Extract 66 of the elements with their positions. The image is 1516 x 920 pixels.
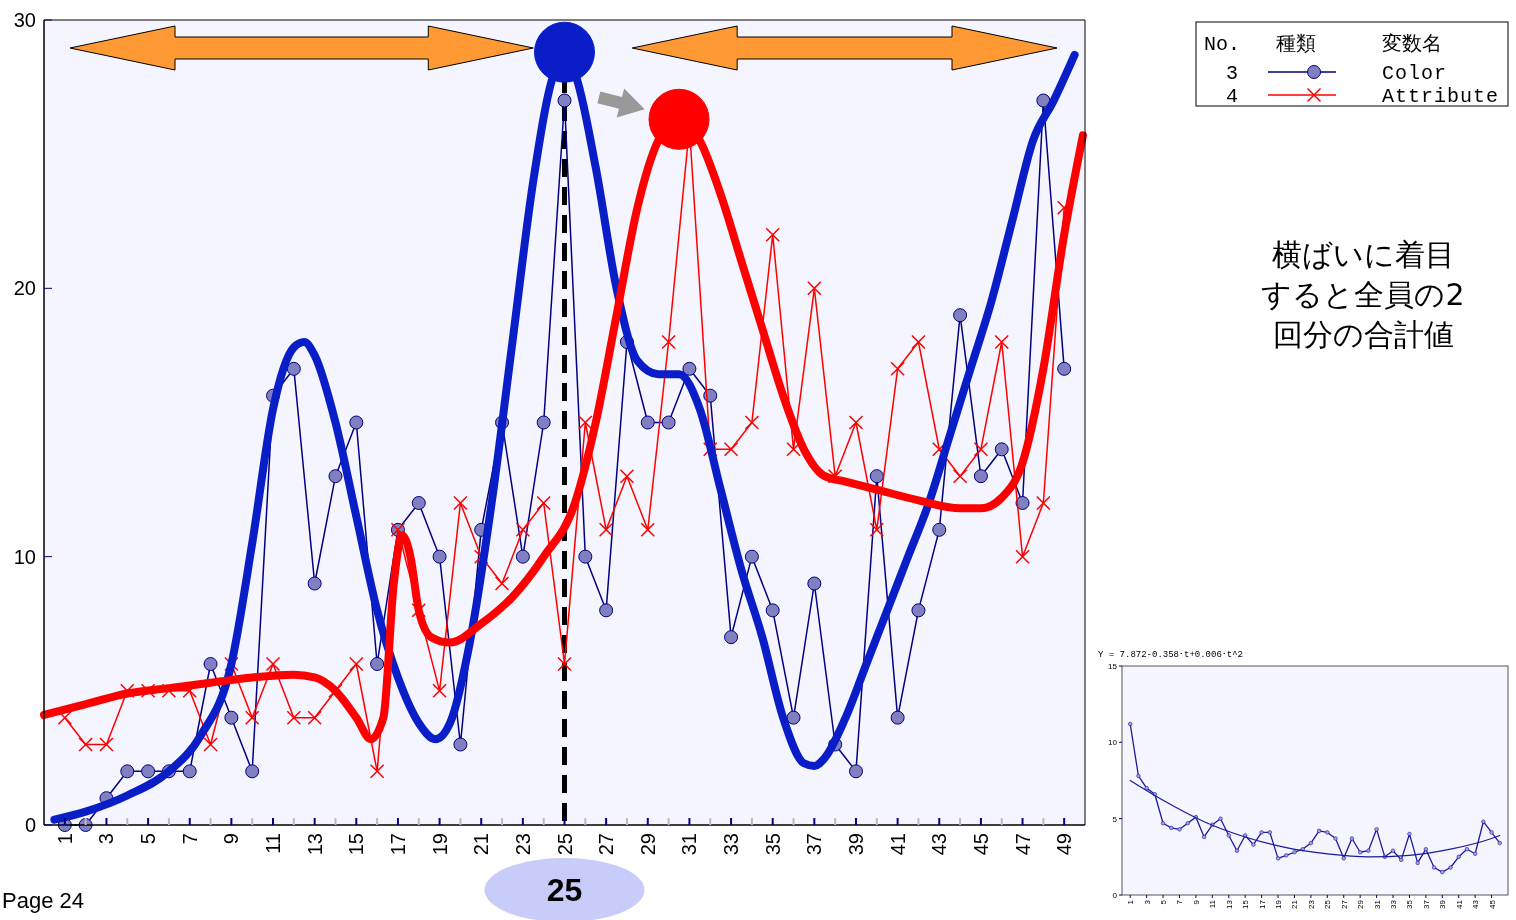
x-tick-label: 3 [95, 833, 118, 845]
x-tick-label: 45 [1487, 899, 1497, 909]
x-tick-label: 11 [262, 833, 285, 854]
legend-label: Attribute [1382, 85, 1500, 108]
x-tick-label: 47 [1011, 833, 1034, 856]
legend-label: Color [1382, 62, 1448, 85]
x-tick-label: 43 [1471, 899, 1481, 909]
x-tick-label: 29 [636, 833, 659, 856]
x-tick-label: 49 [1053, 833, 1076, 856]
text: Page 24 [2, 888, 84, 913]
x-tick-label: 7 [178, 833, 201, 845]
y-tick-label: 0 [1112, 891, 1118, 900]
x-tick-label: 17 [386, 833, 409, 856]
x-tick-label: 25 [553, 833, 576, 856]
x-tick-label: 19 [1274, 899, 1284, 909]
y-tick-label: 20 [13, 277, 36, 300]
y-tick-label: 5 [1112, 814, 1118, 824]
y-tick-label: 10 [1108, 738, 1118, 748]
x-tick-label: 27 [1339, 899, 1349, 909]
x-tick-label: 29 [1356, 899, 1366, 909]
y-tick-label: 15 [1108, 662, 1118, 671]
x-tick-label: 41 [886, 833, 909, 856]
x-tick-label: 41 [1454, 899, 1464, 909]
x-tick-label: 15 [1241, 899, 1251, 909]
text: 3 [1225, 62, 1239, 85]
x-tick-label: 37 [803, 833, 826, 856]
chart-title: Y = 7.872-0.358･t+0.006･t^2 [1098, 650, 1244, 660]
x-tick-label: 23 [1306, 899, 1316, 909]
x-tick-label: 33 [1389, 899, 1399, 909]
text: 4 [1225, 85, 1239, 108]
text: 変数名 [1382, 32, 1442, 56]
x-tick-label: 39 [844, 833, 867, 856]
text: 横ばいに着目すると全員の2回分の合計値 [1261, 237, 1465, 352]
x-tick-label: 1 [53, 833, 76, 845]
x-tick-label: 37 [1421, 899, 1431, 909]
x-tick-label: 9 [1191, 899, 1201, 905]
x-tick-label: 27 [595, 833, 618, 856]
x-tick-label: 35 [761, 833, 784, 856]
x-tick-label: 11 [1208, 899, 1218, 909]
x-tick-label: 5 [1159, 899, 1169, 905]
x-tick-label: 31 [1372, 899, 1382, 909]
x-tick-label: 1 [1126, 899, 1136, 905]
y-tick-label: 30 [13, 9, 36, 31]
text: No. [1204, 33, 1241, 56]
x-tick-label: 39 [1438, 899, 1448, 909]
x-tick-label: 43 [928, 833, 951, 856]
x-tick-label: 35 [1405, 899, 1415, 909]
x-tick-label: 9 [220, 833, 243, 845]
x-tick-label: 17 [1257, 899, 1267, 909]
y-tick-label: 0 [24, 814, 36, 836]
x-tick-label: 13 [303, 833, 326, 856]
x-tick-label: 21 [470, 833, 493, 856]
x-tick-label: 19 [428, 833, 451, 856]
x-tick-label: 45 [969, 833, 992, 856]
x-tick-label: 7 [1175, 899, 1185, 905]
x-tick-label: 15 [345, 833, 368, 856]
x-tick-label: 31 [678, 833, 701, 856]
x-tick-label: 21 [1290, 899, 1300, 909]
x-tick-label: 33 [720, 833, 743, 856]
x-tick-label: 13 [1224, 899, 1234, 909]
text: 種類 [1276, 33, 1316, 56]
x-tick-label: 23 [511, 833, 534, 856]
x-tick-label: 3 [1142, 899, 1152, 905]
y-tick-label: 10 [13, 545, 36, 568]
x-tick-label: 25 [1323, 899, 1333, 909]
x-tick-label: 5 [137, 833, 160, 845]
